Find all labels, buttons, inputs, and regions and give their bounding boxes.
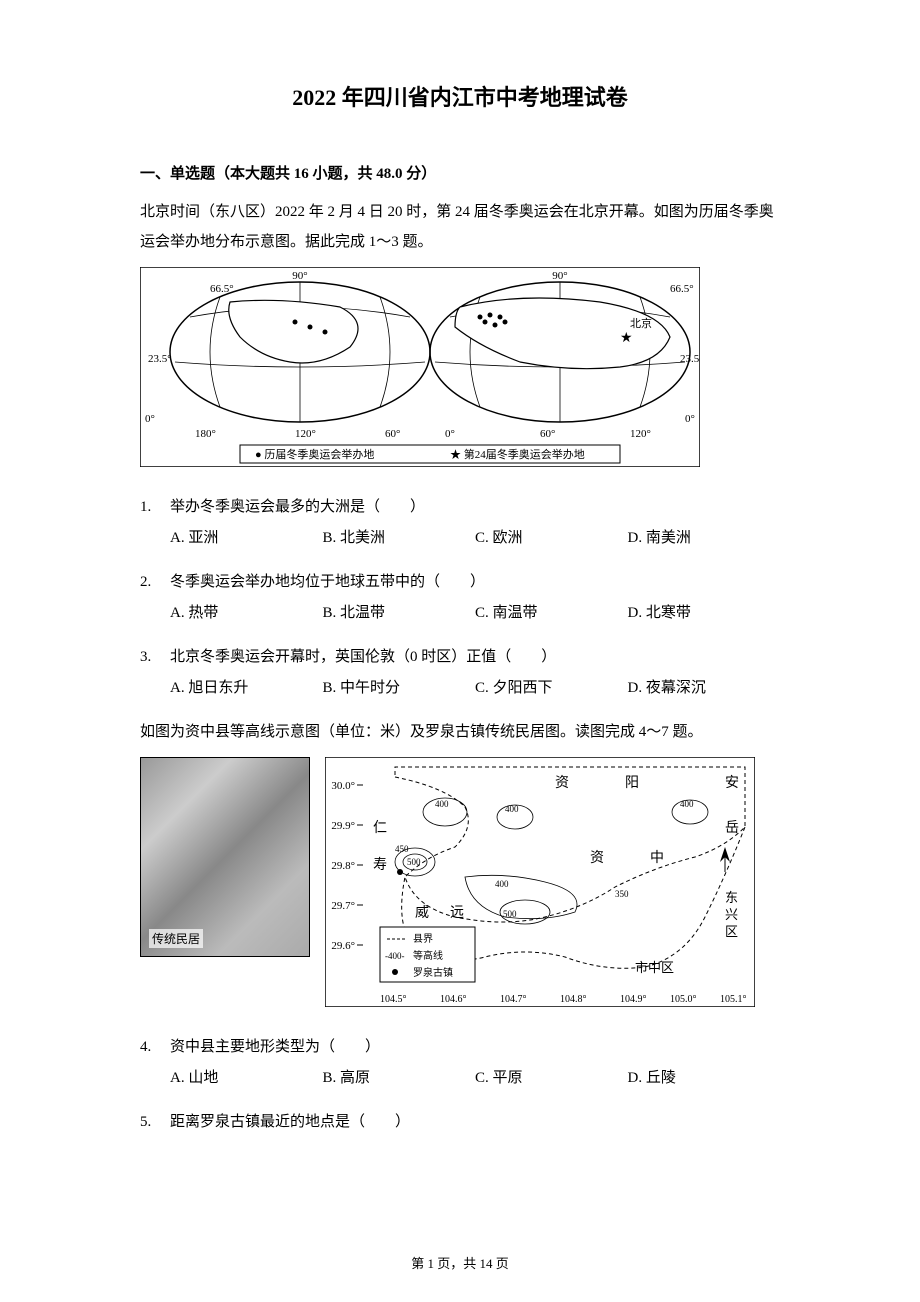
region-label: 东 <box>725 890 738 905</box>
region-label: 资 <box>590 850 604 866</box>
region-label: 阳 <box>625 775 639 791</box>
lon-label: 104.9° <box>620 994 647 1005</box>
region-label: 资 <box>555 775 569 791</box>
lat-label: 29.6° <box>331 940 355 952</box>
figure-1: 90° 66.5° 23.5° 0° 180° 120° 60° ★ 北京 90… <box>140 267 780 467</box>
q-number: 5. <box>140 1107 170 1137</box>
option-d: D. 南美洲 <box>628 522 781 555</box>
photo-caption: 传统民居 <box>149 929 203 948</box>
region-label: 安 <box>725 775 739 791</box>
legend-left: ● 历届冬季奥运会举办地 <box>255 447 374 461</box>
q-stem: 冬季奥运会举办地均位于地球五带中的（ ） <box>170 567 780 597</box>
lon-label: 90° <box>552 270 567 282</box>
option-a: A. 热带 <box>170 597 323 630</box>
option-a: A. 亚洲 <box>170 522 323 555</box>
question-5: 5. 距离罗泉古镇最近的地点是（ ） <box>140 1107 780 1137</box>
luoquan-marker <box>397 869 403 875</box>
lon-label: 104.8° <box>560 994 587 1005</box>
question-4: 4. 资中县主要地形类型为（ ） A. 山地 B. 高原 C. 平原 D. 丘陵 <box>140 1032 780 1095</box>
intro-text-2: 如图为资中县等高线示意图（单位：米）及罗泉古镇传统民居图。读图完成 4～7 题。 <box>140 717 780 747</box>
option-d: D. 夜幕深沉 <box>628 672 781 705</box>
intro-text-1: 北京时间（东八区）2022 年 2 月 4 日 20 时，第 24 届冬季奥运会… <box>140 197 780 257</box>
lon-label: 104.5° <box>380 994 407 1005</box>
region-label: 中 <box>650 850 664 866</box>
lon-label: 104.6° <box>440 994 467 1005</box>
option-d: D. 丘陵 <box>628 1062 781 1095</box>
q-number: 2. <box>140 567 170 597</box>
photo-traditional-house: 传统民居 <box>140 757 310 957</box>
option-d: D. 北寒带 <box>628 597 781 630</box>
lon-label: 60° <box>385 428 400 440</box>
region-label: 寿 <box>373 856 387 873</box>
option-a: A. 山地 <box>170 1062 323 1095</box>
q-stem: 距离罗泉古镇最近的地点是（ ） <box>170 1107 780 1137</box>
lon-label: 60° <box>540 428 555 440</box>
beijing-label: 北京 <box>630 316 652 330</box>
q-stem: 北京冬季奥运会开幕时，英国伦敦（0 时区）正值（ ） <box>170 642 780 672</box>
lon-label: 180° <box>195 428 216 440</box>
lat-label: 66.5° <box>210 283 234 295</box>
lon-label: 120° <box>295 428 316 440</box>
lat-label: 30.0° <box>331 780 355 792</box>
legend-item: -400- <box>385 951 405 961</box>
contour-label: 450 <box>395 844 409 854</box>
question-2: 2. 冬季奥运会举办地均位于地球五带中的（ ） A. 热带 B. 北温带 C. … <box>140 567 780 630</box>
contour-label: 400 <box>505 804 519 814</box>
option-c: C. 欧洲 <box>475 522 628 555</box>
lat-label: 0° <box>145 413 155 425</box>
lat-label: 29.9° <box>331 820 355 832</box>
lon-label: 120° <box>630 428 651 440</box>
q-number: 4. <box>140 1032 170 1062</box>
q-number: 3. <box>140 642 170 672</box>
lon-label: 0° <box>445 428 455 440</box>
lon-label: 105.1° <box>720 994 747 1005</box>
legend-item: 等高线 <box>413 949 443 962</box>
page-footer: 第 1 页，共 14 页 <box>0 1253 920 1272</box>
region-label: 仁 <box>373 820 387 836</box>
page-title: 2022 年四川省内江市中考地理试卷 <box>140 80 780 112</box>
option-c: C. 平原 <box>475 1062 628 1095</box>
contour-label: 500 <box>503 909 517 919</box>
contour-label: 500 <box>407 857 421 867</box>
region-label: 区 <box>725 924 738 939</box>
option-a: A. 旭日东升 <box>170 672 323 705</box>
option-b: B. 北美洲 <box>323 522 476 555</box>
figure-2: 传统民居 30.0° 29.9° 29.8° 29.7° 29.6° 104.5… <box>140 757 780 1007</box>
lon-label: 105.0° <box>670 994 697 1005</box>
region-label: 市中区 <box>635 960 674 975</box>
legend-item: 县界 <box>413 933 433 945</box>
legend-item: 罗泉古镇 <box>413 966 453 979</box>
lon-label: 104.7° <box>500 994 527 1005</box>
legend-right: ★ 第24届冬季奥运会举办地 <box>450 447 585 461</box>
region-label: 兴 <box>725 907 738 922</box>
contour-label: 400 <box>435 799 449 809</box>
region-label: 远 <box>450 905 464 921</box>
option-b: B. 北温带 <box>323 597 476 630</box>
question-1: 1. 举办冬季奥运会最多的大洲是（ ） A. 亚洲 B. 北美洲 C. 欧洲 D… <box>140 492 780 555</box>
option-c: C. 南温带 <box>475 597 628 630</box>
section-header: 一、单选题（本大题共 16 小题，共 48.0 分） <box>140 162 780 183</box>
lat-label: 29.8° <box>331 860 355 872</box>
option-b: B. 中午时分 <box>323 672 476 705</box>
contour-label: 350 <box>615 889 629 899</box>
question-3: 3. 北京冬季奥运会开幕时，英国伦敦（0 时区）正值（ ） A. 旭日东升 B.… <box>140 642 780 705</box>
lat-label: 0° <box>685 413 695 425</box>
contour-label: 400 <box>495 879 509 889</box>
region-label: 岳 <box>725 820 739 836</box>
q-stem: 举办冬季奥运会最多的大洲是（ ） <box>170 492 780 522</box>
q-number: 1. <box>140 492 170 522</box>
lat-label: 29.7° <box>331 900 355 912</box>
contour-label: 400 <box>680 799 694 809</box>
region-label: 威 <box>415 905 429 921</box>
q-stem: 资中县主要地形类型为（ ） <box>170 1032 780 1062</box>
option-c: C. 夕阳西下 <box>475 672 628 705</box>
lat-label: 23.5° <box>680 353 700 365</box>
lon-label: 90° <box>292 270 307 282</box>
beijing-star: ★ <box>620 331 633 346</box>
lat-label: 23.5° <box>148 353 172 365</box>
option-b: B. 高原 <box>323 1062 476 1095</box>
lat-label: 66.5° <box>670 283 694 295</box>
